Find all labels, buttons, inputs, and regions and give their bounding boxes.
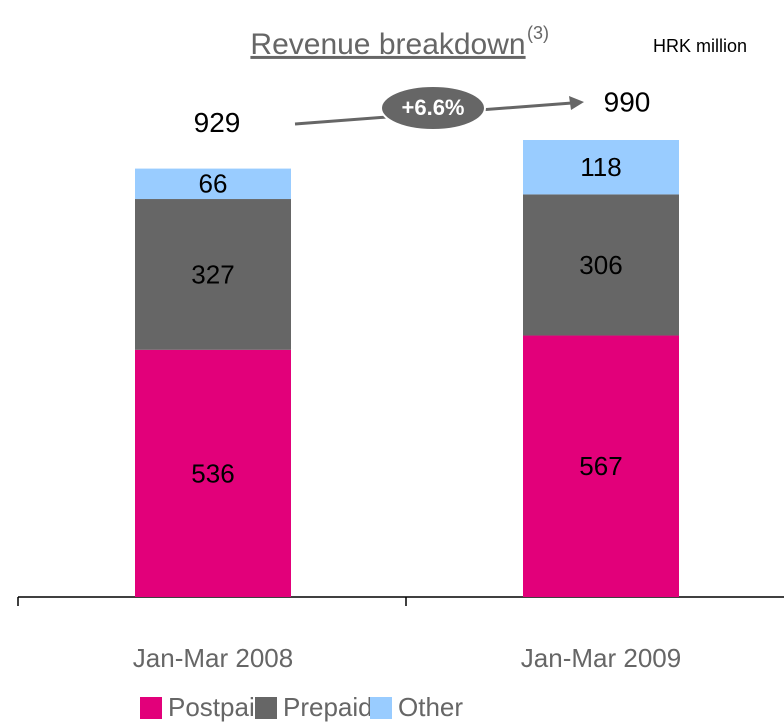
bar-segment — [135, 168, 291, 200]
segment-label: 567 — [579, 451, 622, 481]
legend-swatch — [370, 697, 392, 719]
growth-label: +6.6% — [402, 95, 465, 120]
legend-swatch — [255, 697, 277, 719]
chart-title: Revenue breakdown — [250, 28, 525, 61]
title-note: (3) — [527, 23, 549, 43]
bar-segment — [523, 140, 679, 195]
legend-label: Postpaid — [168, 692, 269, 722]
growth-bubble — [380, 85, 486, 131]
segment-label: 536 — [191, 458, 234, 488]
segment-label: 118 — [580, 152, 621, 182]
total-label: 929 — [194, 107, 241, 138]
x-tick-label: Jan-Mar 2009 — [521, 643, 681, 673]
unit-label: HRK million — [653, 36, 747, 56]
bar-segment — [135, 199, 291, 350]
legend-label: Other — [398, 692, 463, 722]
bar-segment — [523, 335, 679, 597]
bar-segment — [523, 194, 679, 336]
total-label: 990 — [604, 86, 651, 117]
segment-label: 306 — [579, 250, 622, 280]
segment-label: 66 — [199, 169, 228, 199]
legend-label: Prepaid — [283, 692, 373, 722]
bar-segment — [135, 349, 291, 597]
segment-label: 327 — [191, 259, 234, 289]
x-tick-label: Jan-Mar 2008 — [133, 643, 293, 673]
arrow-head — [569, 96, 584, 110]
legend-swatch — [140, 697, 162, 719]
